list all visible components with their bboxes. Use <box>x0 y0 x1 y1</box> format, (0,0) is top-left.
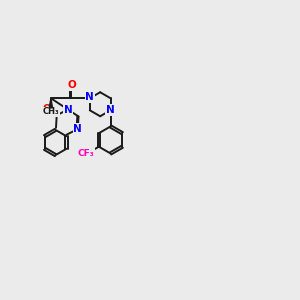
Polygon shape <box>49 98 52 108</box>
Text: O: O <box>67 80 76 90</box>
Text: N: N <box>64 105 72 115</box>
Text: CH₃: CH₃ <box>43 107 59 116</box>
Text: CF₃: CF₃ <box>77 148 94 158</box>
Text: O: O <box>43 104 52 114</box>
Text: N: N <box>106 105 115 115</box>
Text: N: N <box>74 124 82 134</box>
Text: N: N <box>85 92 94 102</box>
